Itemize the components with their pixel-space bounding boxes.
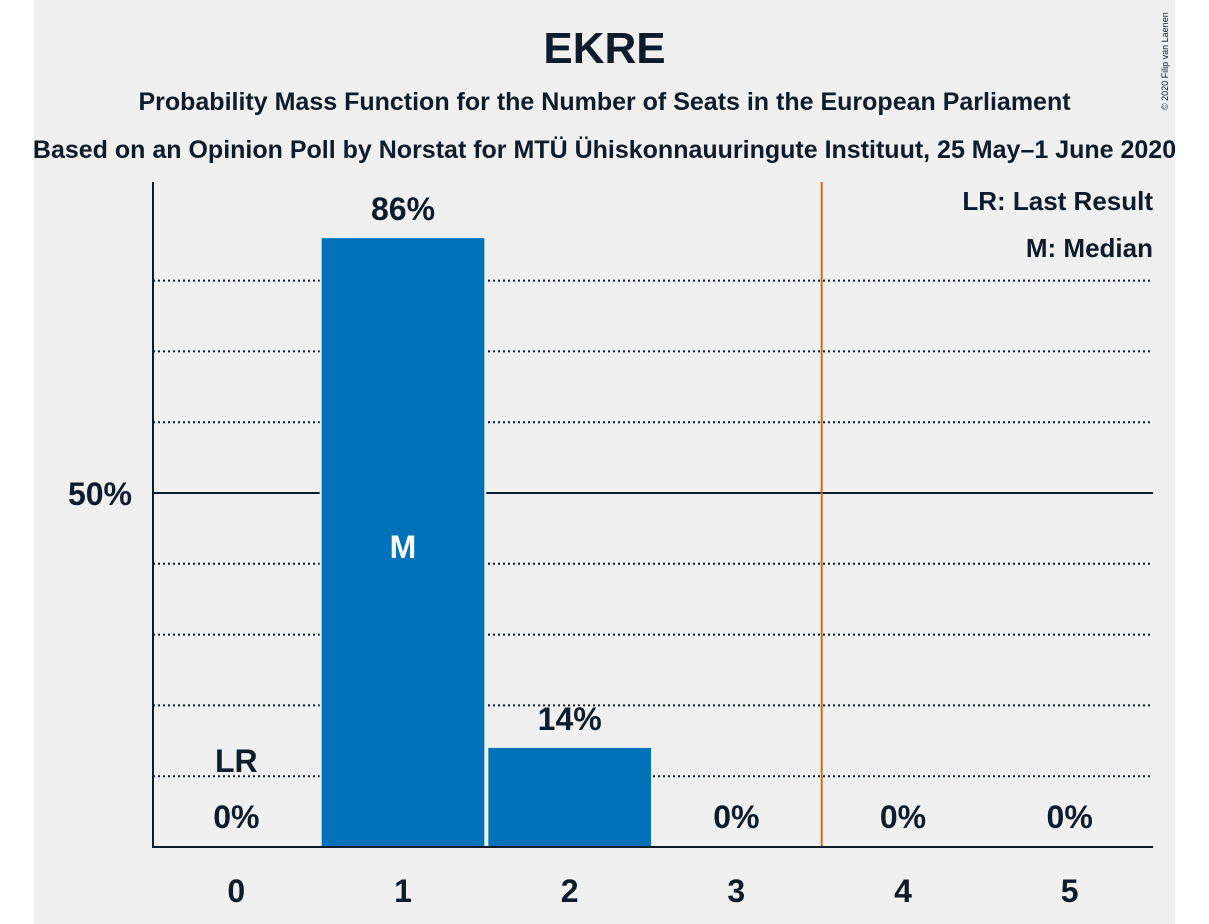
bar-value-label-4: 0%	[880, 799, 926, 835]
bar-value-label-2: 14%	[538, 701, 602, 737]
x-tick-label-3: 3	[727, 873, 745, 909]
bar-1	[321, 238, 485, 847]
x-tick-label-0: 0	[227, 873, 245, 909]
bar-value-label-3: 0%	[713, 799, 759, 835]
x-tick-label-4: 4	[894, 873, 912, 909]
legend-entry-1: LR: Last Result	[962, 186, 1153, 216]
bar-value-label-0: 0%	[213, 799, 259, 835]
bar-value-label-5: 0%	[1047, 799, 1093, 835]
bar-2	[488, 747, 651, 847]
chart-source-subtitle: Based on an Opinion Poll by Norstat for …	[32, 136, 1177, 164]
x-tick-label-5: 5	[1061, 873, 1079, 909]
chart-subtitle: Probability Mass Function for the Number…	[138, 88, 1071, 116]
median-marker: M	[390, 529, 417, 565]
last-result-marker: LR	[215, 743, 258, 779]
legend-entry-2: M: Median	[1026, 233, 1153, 263]
x-tick-label-1: 1	[394, 873, 412, 909]
x-tick-label-2: 2	[561, 873, 579, 909]
chart-title: EKRE	[543, 24, 666, 73]
bar-value-label-1: 86%	[371, 191, 435, 227]
y-tick-label: 50%	[68, 476, 132, 512]
